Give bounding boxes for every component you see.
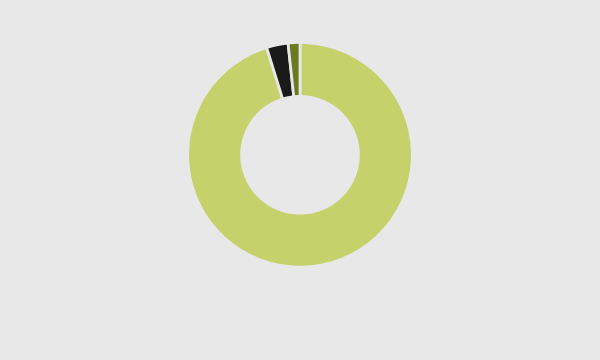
Wedge shape [188, 42, 412, 267]
Wedge shape [266, 43, 294, 99]
Wedge shape [288, 42, 300, 97]
